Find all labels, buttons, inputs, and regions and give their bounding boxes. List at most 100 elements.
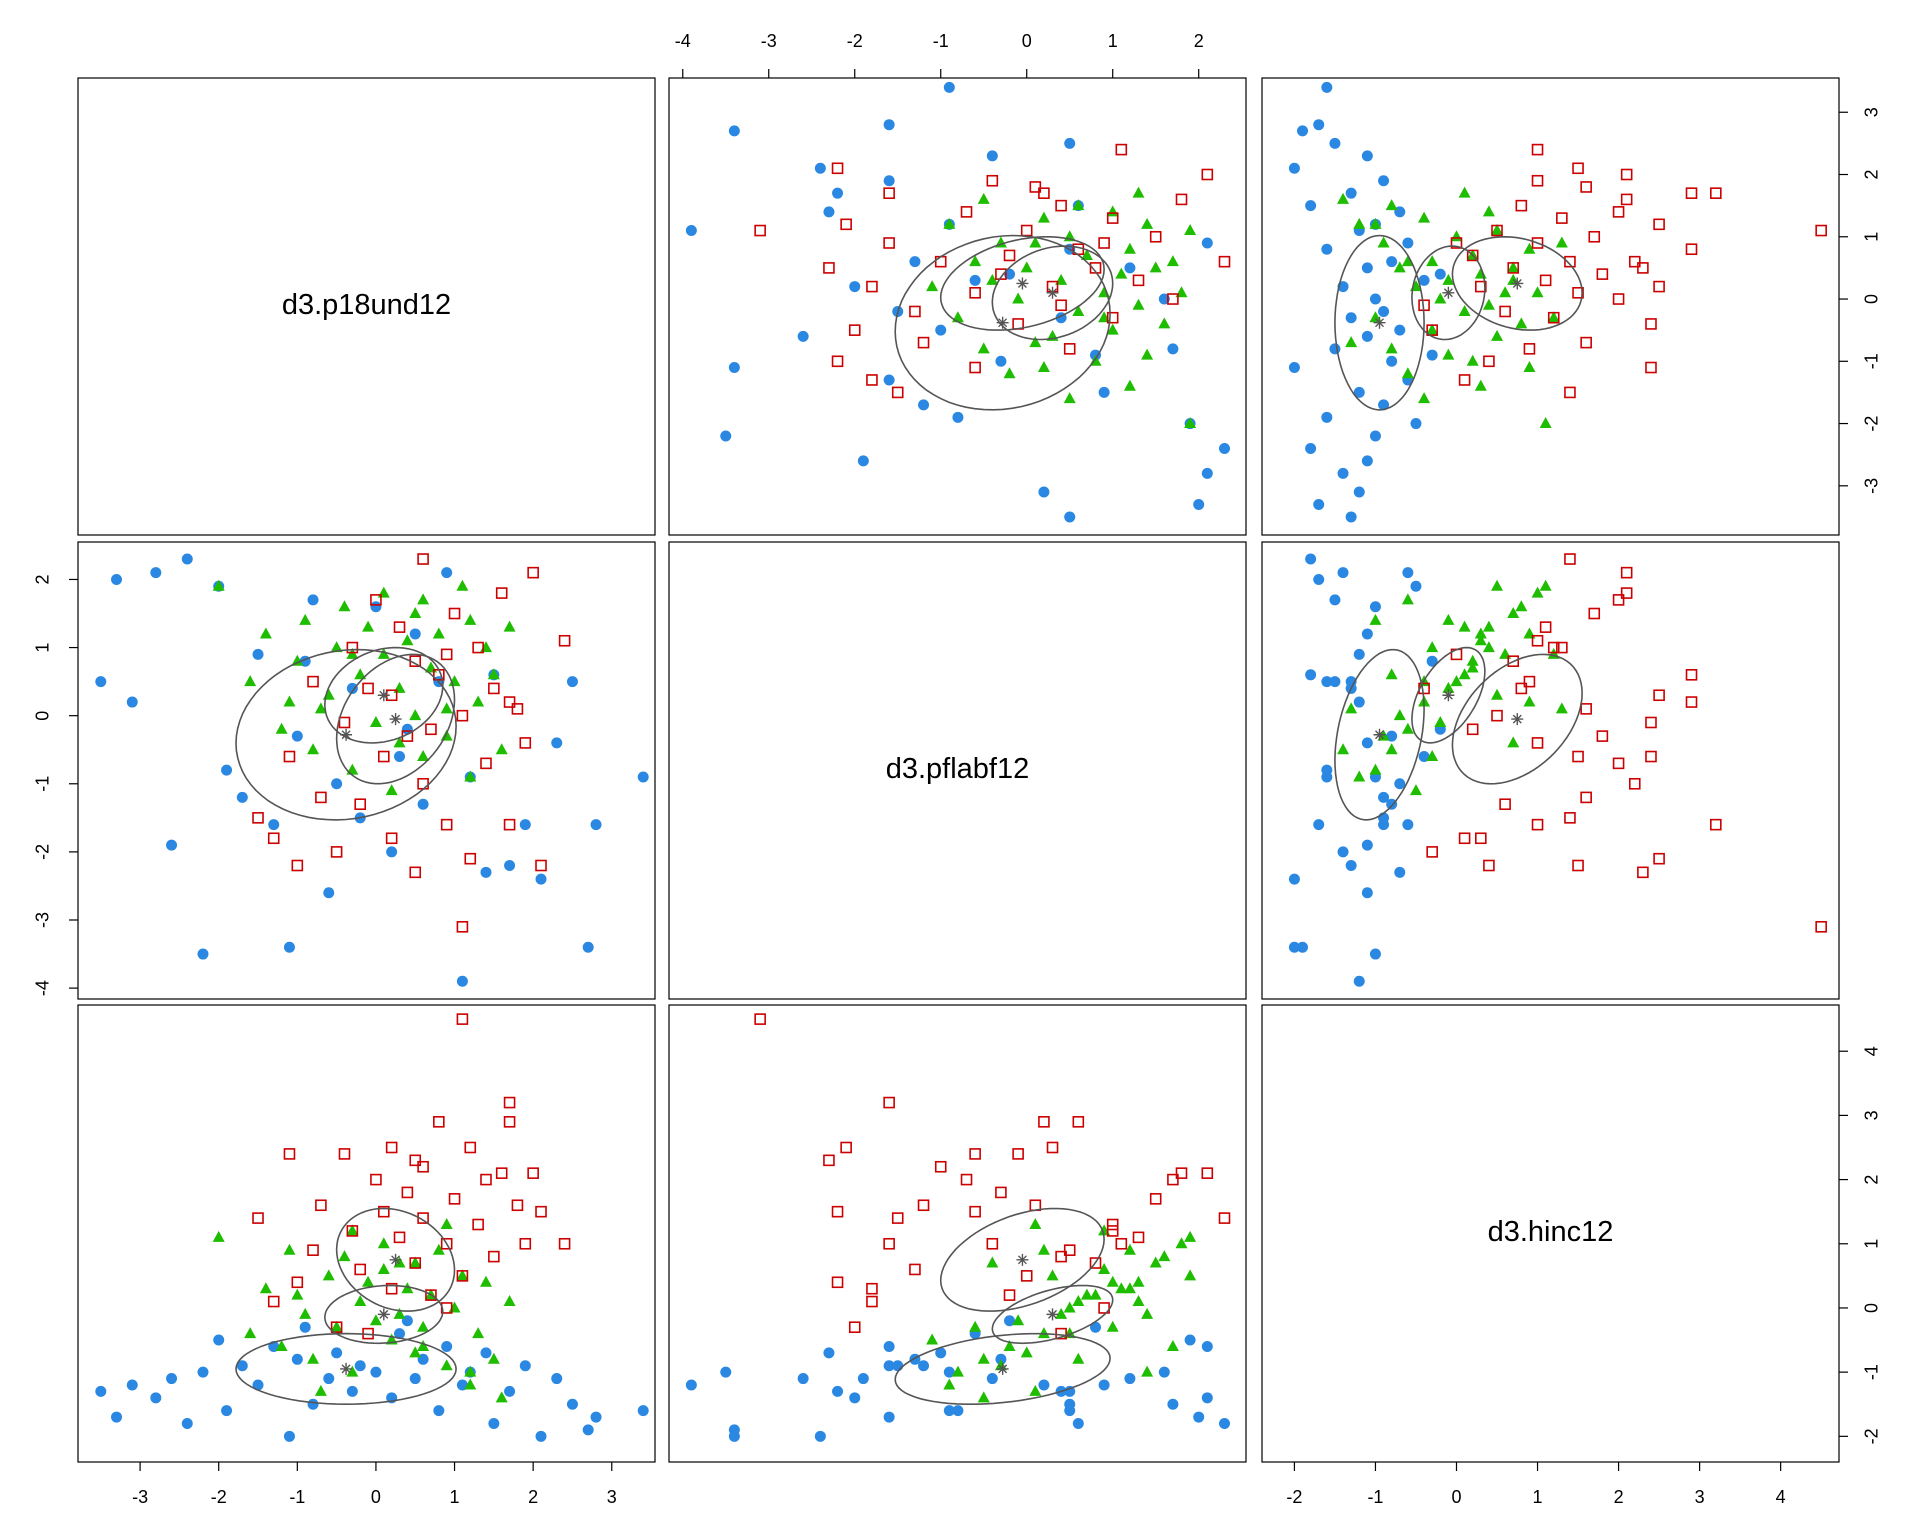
point — [1637, 866, 1649, 879]
point — [1037, 211, 1050, 223]
point — [1393, 709, 1406, 721]
point — [1288, 362, 1300, 374]
point — [1410, 418, 1422, 430]
point — [1132, 186, 1145, 198]
point — [433, 1405, 445, 1417]
point — [917, 336, 930, 349]
point — [1337, 192, 1350, 204]
point — [1580, 181, 1592, 193]
x-tick-label: -3 — [132, 1487, 148, 1507]
point — [1491, 579, 1504, 591]
point — [111, 573, 123, 585]
point — [1158, 293, 1170, 305]
point — [1645, 318, 1657, 330]
point — [1418, 211, 1431, 223]
point — [1499, 647, 1512, 659]
point — [1466, 354, 1479, 366]
cluster-ellipse — [1451, 235, 1583, 331]
point — [1003, 249, 1016, 262]
point — [370, 1366, 382, 1378]
point — [1394, 778, 1406, 790]
point — [1515, 682, 1528, 695]
point — [487, 668, 500, 680]
point — [1345, 187, 1357, 199]
point — [685, 1379, 697, 1391]
point — [1055, 299, 1067, 312]
point — [1515, 199, 1528, 212]
point — [307, 594, 319, 606]
point — [1115, 267, 1128, 279]
point — [823, 1347, 835, 1359]
point — [291, 859, 304, 872]
point — [1434, 268, 1446, 280]
x-tick-label: 2 — [528, 1487, 538, 1507]
point — [393, 1256, 406, 1268]
point — [417, 1160, 429, 1173]
point — [377, 1262, 390, 1274]
point — [346, 682, 358, 694]
x-tick-label: -4 — [675, 31, 691, 51]
point — [221, 764, 233, 776]
point — [1063, 1301, 1076, 1313]
point — [369, 1314, 382, 1326]
point — [464, 852, 477, 865]
point — [409, 709, 422, 721]
point — [1531, 737, 1544, 749]
point — [1685, 696, 1698, 708]
point — [511, 703, 524, 715]
point — [582, 1424, 594, 1436]
point — [244, 1327, 257, 1339]
point — [456, 1013, 469, 1025]
point — [1337, 567, 1349, 579]
point — [1029, 1199, 1042, 1212]
point — [346, 1225, 359, 1237]
point — [969, 287, 981, 299]
point — [181, 1417, 193, 1429]
point — [370, 601, 382, 613]
point — [212, 1230, 225, 1242]
panel-points — [685, 1013, 1231, 1442]
point — [472, 1327, 485, 1339]
point — [1466, 723, 1479, 736]
point — [1345, 702, 1358, 714]
point — [441, 567, 453, 579]
point — [1369, 601, 1381, 613]
point — [1020, 1346, 1033, 1358]
point — [866, 1282, 878, 1295]
cluster-ellipse — [894, 234, 1111, 411]
point — [1620, 168, 1633, 181]
point — [1564, 812, 1576, 824]
cluster-ellipse — [991, 1284, 1114, 1345]
y-tick-label: -1 — [1862, 353, 1882, 369]
point — [951, 311, 964, 323]
y-tick-label: 1 — [1862, 232, 1882, 242]
point — [1098, 1262, 1111, 1274]
point — [1361, 628, 1373, 640]
point — [1201, 1392, 1213, 1404]
point — [1588, 230, 1601, 243]
point — [797, 1373, 809, 1385]
point — [1141, 1365, 1154, 1377]
point — [943, 81, 955, 93]
point — [1499, 305, 1511, 318]
point — [346, 763, 359, 775]
point — [111, 1411, 123, 1423]
point — [1123, 379, 1136, 391]
point — [1409, 784, 1422, 796]
point — [1482, 205, 1495, 217]
point — [1483, 355, 1495, 368]
point — [409, 866, 422, 879]
point — [1184, 224, 1197, 236]
point — [323, 1373, 335, 1385]
point — [346, 641, 359, 654]
point — [1385, 668, 1398, 680]
point — [909, 305, 921, 318]
point — [1219, 442, 1231, 454]
point — [1556, 641, 1568, 654]
point — [409, 607, 422, 619]
point — [527, 1167, 539, 1179]
point — [1080, 1288, 1093, 1300]
point — [377, 1205, 390, 1218]
point — [1378, 791, 1390, 803]
